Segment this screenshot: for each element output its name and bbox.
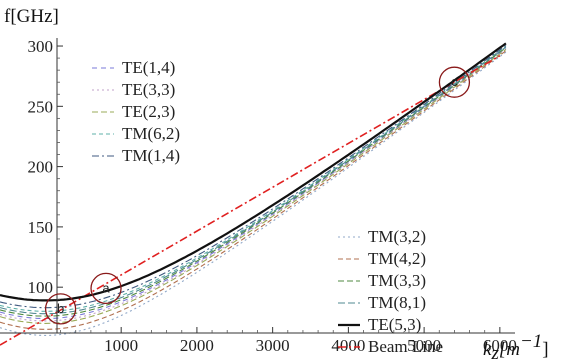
legend-label: TE(2,3) — [122, 102, 175, 121]
x-tick-label: 5000 — [407, 336, 441, 355]
series-line — [0, 45, 507, 312]
series-line — [0, 50, 507, 330]
x-tick-label: 1000 — [104, 336, 138, 355]
x-axis-title-main: k — [483, 339, 492, 360]
legend-left: TE(1,4) TE(3,3) TE(2,3) TM(6,2) TM(1,4) — [92, 58, 180, 165]
x-tick-label: 4000 — [331, 336, 365, 355]
x-tick-label: 3000 — [256, 336, 290, 355]
series-line — [0, 44, 507, 309]
annotation-circle — [44, 293, 77, 325]
annotation-label: c — [451, 74, 458, 89]
legend-label: TM(1,4) — [122, 146, 180, 165]
legend-label: Beam Line — [368, 337, 443, 356]
legend-label: TM(3,3) — [368, 271, 426, 290]
series-line — [0, 46, 507, 315]
x-axis-title: kz[m−1] — [483, 331, 549, 361]
y-tick-label: 250 — [28, 97, 54, 116]
x-tick-label: 6000 — [483, 336, 517, 355]
annotations: a b c — [44, 66, 471, 325]
legend-label: TE(3,3) — [122, 80, 175, 99]
series-line — [0, 48, 507, 322]
ticks: 1000 2000 3000 4000 5000 6000 100 150 200 250 300 — [28, 37, 517, 355]
legend-label: TM(6,2) — [122, 124, 180, 143]
annotation-label: a — [102, 280, 110, 295]
legend-right: TM(3,2) TM(4,2) TM(3,3) TM(8,1) TE(5,3) Beam … — [338, 227, 443, 356]
axes — [0, 38, 515, 334]
legend-label: TM(4,2) — [368, 249, 426, 268]
y-tick-label: 150 — [28, 218, 54, 237]
annotation-label: b — [57, 301, 64, 316]
x-axis-title-close: ] — [542, 339, 548, 360]
y-tick-label: 300 — [28, 37, 54, 56]
series-line — [0, 47, 507, 320]
legend-label: TM(3,2) — [368, 227, 426, 246]
x-axis-title-sup: −1 — [520, 331, 542, 352]
y-tick-label: 100 — [28, 278, 54, 297]
series-line — [0, 51, 507, 336]
x-tick-label: 2000 — [180, 336, 214, 355]
y-tick-label: 200 — [28, 158, 54, 177]
x-axis-title-sub: z — [490, 343, 499, 361]
legend-label: TE(5,3) — [368, 315, 421, 334]
plot-curves — [0, 42, 507, 346]
legend-label: TM(8,1) — [368, 293, 426, 312]
series-line — [0, 42, 507, 302]
annotation-circle — [90, 272, 122, 305]
x-axis-title-bracket: [m — [499, 339, 520, 360]
series-line — [0, 47, 507, 317]
legend-label: TE(1,4) — [122, 58, 175, 77]
series-line — [0, 49, 507, 324]
y-axis-title: f[GHz] — [4, 6, 59, 27]
annotation-circle — [438, 66, 471, 98]
